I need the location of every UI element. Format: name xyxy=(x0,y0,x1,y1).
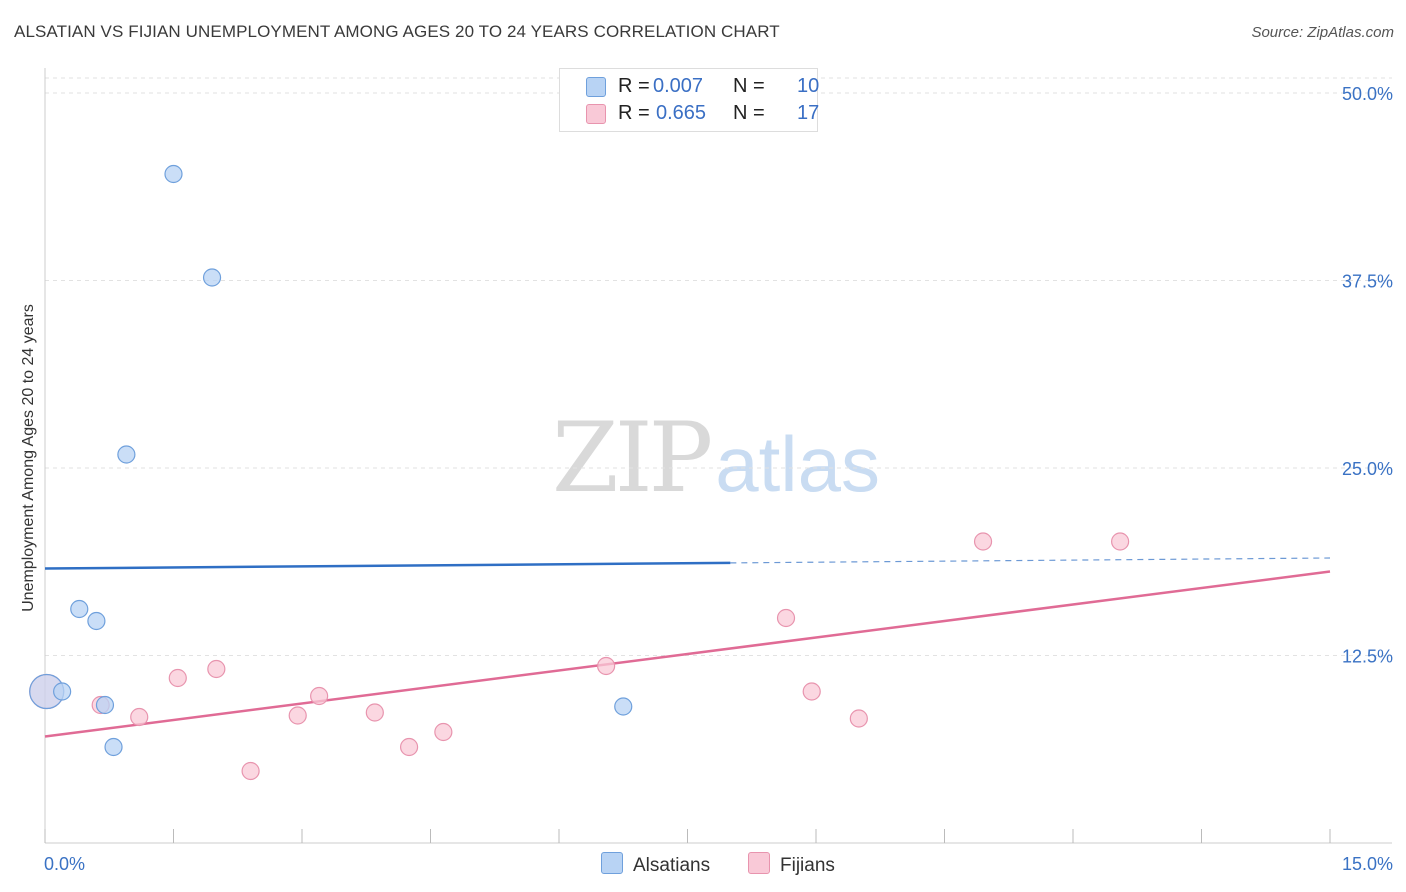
bottom-legend-swatch-fijians xyxy=(748,852,770,874)
legend-n-value: 10 xyxy=(797,75,820,97)
alsatians-trend-line xyxy=(44,561,731,570)
bottom-legend-alsatians: Alsatians xyxy=(601,852,710,877)
legend-n-value: 17 xyxy=(797,102,820,124)
zipatlas-watermark: ZIPatlas xyxy=(552,402,880,514)
legend-swatch-fijians xyxy=(586,104,606,124)
legend-r-label: R = xyxy=(618,75,650,97)
legend-n-label: N = xyxy=(733,75,765,97)
alsatians-point xyxy=(117,445,136,464)
fijians-point xyxy=(399,737,419,757)
alsatians-point xyxy=(53,682,72,701)
bottom-legend-fijians: Fijians xyxy=(748,852,835,877)
y-tick-label: 37.5% xyxy=(1342,272,1393,292)
fijians-point xyxy=(1111,532,1130,551)
alsatians-point xyxy=(614,697,633,716)
alsatians-point xyxy=(202,268,222,287)
legend-n-label: N = xyxy=(733,102,765,124)
fijians-point xyxy=(597,656,616,676)
fijians-point xyxy=(207,659,226,679)
correlation-legend: R = 0.007 N = 10 R = 0.665 N = 17 xyxy=(559,68,820,132)
fijians-trend-line xyxy=(44,570,1331,738)
fijians-point xyxy=(776,608,796,628)
chart-title: ALSATIAN VS FIJIAN UNEMPLOYMENT AMONG AG… xyxy=(14,22,780,41)
legend-swatch-alsatians xyxy=(586,77,606,97)
watermark-atlas: atlas xyxy=(715,420,880,508)
bottom-legend-swatch-alsatians xyxy=(601,852,623,874)
fijians-point xyxy=(168,668,187,688)
x-tick-label: 0.0% xyxy=(44,854,85,874)
y-tick-label: 25.0% xyxy=(1342,459,1393,479)
alsatians-point xyxy=(164,164,183,184)
y-tick-label: 12.5% xyxy=(1342,647,1393,667)
fijians-point xyxy=(973,532,993,551)
legend-r-value: 0.007 xyxy=(653,75,704,97)
fijians-point xyxy=(241,761,260,781)
alsatians-point xyxy=(104,737,123,757)
bottom-legend-label-fijians: Fijians xyxy=(780,855,835,876)
y-tick-label: 50.0% xyxy=(1342,84,1393,104)
fijians-point xyxy=(434,722,453,742)
fijians-point xyxy=(802,682,821,701)
fijians-point xyxy=(288,706,307,725)
fijians-point xyxy=(849,709,868,728)
alsatians-point xyxy=(95,695,115,715)
alsatians-point xyxy=(70,599,89,619)
fijians-point xyxy=(130,707,149,727)
source-label: Source: ZipAtlas.com xyxy=(1251,24,1394,41)
legend-r-label: R = xyxy=(618,102,650,124)
alsatians-point xyxy=(87,611,106,631)
legend-r-value: 0.665 xyxy=(656,102,707,124)
bottom-legend-label-alsatians: Alsatians xyxy=(633,855,711,876)
fijians-point xyxy=(365,703,384,722)
fijians-point xyxy=(310,686,329,706)
alsatians-trend-extension xyxy=(730,557,1331,564)
x-tick-label: 15.0% xyxy=(1342,854,1393,874)
watermark-zip: ZIP xyxy=(552,402,713,514)
